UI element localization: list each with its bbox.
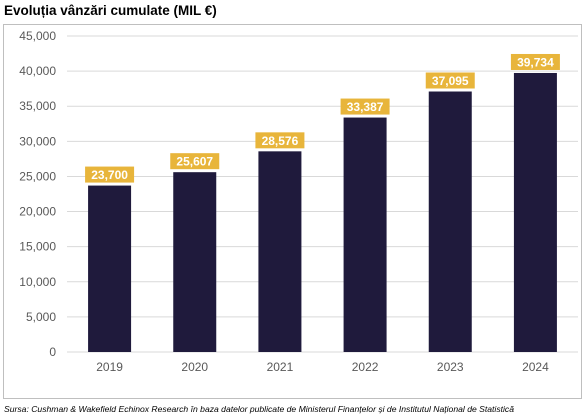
data-label-box xyxy=(170,153,220,170)
y-tick-label: 15,000 xyxy=(19,240,56,254)
data-label-box xyxy=(340,98,390,115)
x-tick-label: 2019 xyxy=(96,360,123,374)
bar xyxy=(343,117,387,352)
data-label: 28,576 xyxy=(262,134,299,148)
data-label: 39,734 xyxy=(517,55,554,69)
y-tick-label: 25,000 xyxy=(19,169,56,183)
x-tick-label: 2020 xyxy=(181,360,208,374)
y-tick-label: 35,000 xyxy=(19,99,56,113)
bar xyxy=(513,72,557,353)
x-tick-label: 2024 xyxy=(522,360,549,374)
bar xyxy=(258,151,302,352)
bar xyxy=(88,185,132,352)
bar xyxy=(173,172,217,352)
y-tick-label: 20,000 xyxy=(19,205,56,219)
bar xyxy=(428,91,472,352)
gridlines xyxy=(67,35,578,318)
data-label-box xyxy=(425,72,475,89)
data-label: 25,607 xyxy=(176,155,213,169)
x-tick-label: 2021 xyxy=(267,360,294,374)
data-label-box xyxy=(255,132,305,149)
bars xyxy=(88,72,557,353)
y-tick-label: 10,000 xyxy=(19,275,56,289)
data-labels: 23,700 25,607 28,576 33,387 37,095 39,734 xyxy=(85,53,560,183)
data-label: 33,387 xyxy=(347,100,384,114)
x-tick-label: 2022 xyxy=(352,360,379,374)
data-label: 23,700 xyxy=(91,168,128,182)
data-label-box xyxy=(85,166,135,183)
x-axis-tick-labels: 2019 2020 2021 2022 2023 2024 xyxy=(96,360,549,374)
chart-title: Evoluția vânzări cumulate (MIL €) xyxy=(4,3,217,18)
x-tick-label: 2023 xyxy=(437,360,464,374)
y-axis-tick-labels: 0 5,000 10,000 15,000 20,000 25,000 30,000 35,0… xyxy=(19,29,56,359)
y-tick-label: 40,000 xyxy=(19,64,56,78)
source-note: Sursa: Cushman & Wakefield Echinox Resea… xyxy=(4,404,515,414)
y-tick-label: 45,000 xyxy=(19,29,56,43)
data-label-box xyxy=(510,53,560,70)
data-label: 37,095 xyxy=(432,74,469,88)
chart-frame xyxy=(3,24,582,399)
y-tick-label: 30,000 xyxy=(19,134,56,148)
y-tick-label: 0 xyxy=(49,345,56,359)
y-tick-label: 5,000 xyxy=(26,310,56,324)
